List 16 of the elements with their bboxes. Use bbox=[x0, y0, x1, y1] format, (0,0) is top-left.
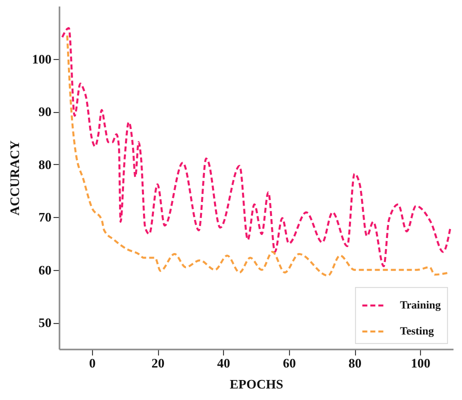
x-tick-label: 60 bbox=[282, 356, 296, 370]
y-axis-title: ACCURACY bbox=[7, 140, 22, 216]
x-tick-label: 40 bbox=[217, 356, 230, 370]
x-tick-label: 0 bbox=[89, 356, 96, 370]
x-tick-label: 20 bbox=[152, 356, 164, 370]
y-tick-label: 80 bbox=[38, 156, 52, 172]
x-axis-title: EPOCHS bbox=[230, 376, 284, 392]
legend-label: Training bbox=[400, 300, 442, 312]
x-tick-label: 80 bbox=[348, 356, 362, 370]
y-tick-label: 60 bbox=[38, 262, 52, 278]
x-tick-label: 100 bbox=[410, 356, 430, 370]
y-tick-label: 90 bbox=[38, 104, 52, 120]
y-tick-label: 70 bbox=[38, 210, 52, 225]
y-tick-label: 50 bbox=[38, 315, 52, 330]
y-tick-label: 100 bbox=[32, 51, 52, 66]
legend-label: Testing bbox=[400, 326, 434, 338]
